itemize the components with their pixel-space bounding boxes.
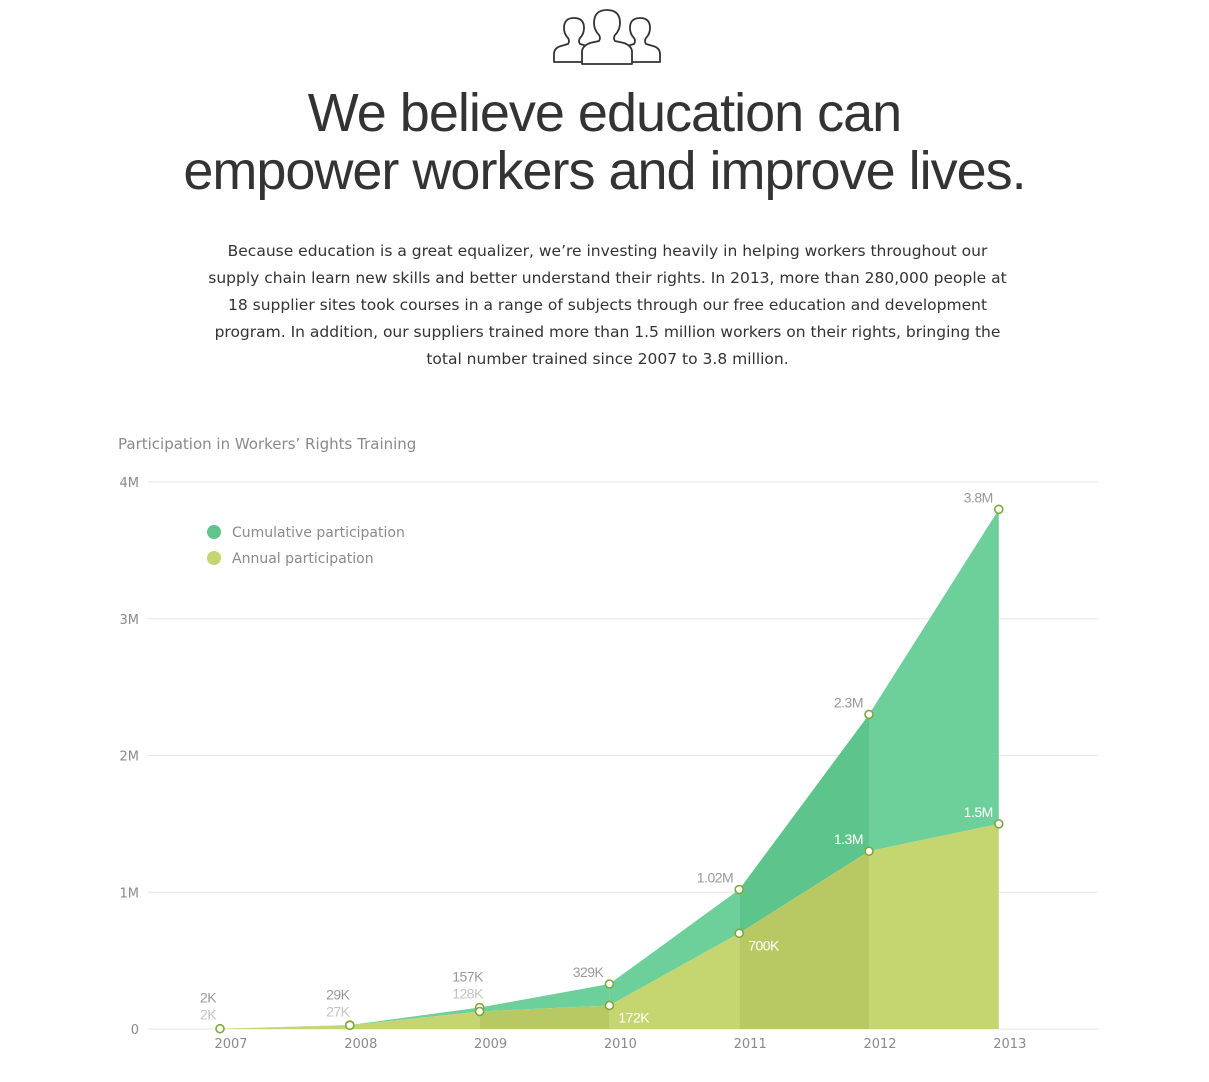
x-tick-label: 2008 xyxy=(344,1037,377,1052)
annual-area-segment xyxy=(609,933,740,1029)
annual-point xyxy=(604,1000,615,1011)
headline-line-2: empower workers and improve lives. xyxy=(183,141,1026,201)
annual-data-label: 700K xyxy=(748,937,780,953)
cumulative-area-segment xyxy=(869,509,999,852)
cumulative-point xyxy=(215,1023,225,1034)
annual-area-segment xyxy=(869,823,999,1029)
legend-label-cumulative: Cumulative participation xyxy=(232,525,405,541)
annual-data-label: 172K xyxy=(618,1009,650,1025)
cumulative-data-label: 29K xyxy=(326,986,351,1002)
y-tick-label: 4M xyxy=(120,476,140,491)
annual-area-segment xyxy=(479,1005,610,1029)
y-tick-label: 3M xyxy=(120,613,140,628)
annual-data-label: 1.5M xyxy=(964,804,993,820)
chart-title: Participation in Workers’ Rights Trainin… xyxy=(118,435,417,453)
annual-point xyxy=(474,1006,485,1017)
annual-area-segment xyxy=(349,1011,480,1029)
cumulative-data-label: 2K xyxy=(200,990,217,1006)
cumulative-area-segment xyxy=(739,714,869,934)
annual-point xyxy=(864,846,874,857)
x-tick-label: 2012 xyxy=(863,1037,896,1052)
cumulative-point xyxy=(604,979,615,989)
legend-swatch-cumulative xyxy=(207,525,221,539)
legend-label-annual: Annual participation xyxy=(232,551,374,567)
cumulative-data-label: 157K xyxy=(452,968,484,984)
cumulative-point xyxy=(864,709,874,720)
cumulative-area-segment xyxy=(220,1025,350,1029)
intro-paragraph: Because education is a great equalizer, … xyxy=(208,242,1007,368)
annual-data-label: 2K xyxy=(200,1007,217,1023)
cumulative-data-label: 1.02M xyxy=(697,870,733,886)
people-group-icon xyxy=(553,9,661,65)
cumulative-area-segment xyxy=(609,889,740,1006)
cumulative-area-segment xyxy=(479,984,610,1012)
annual-data-label: 128K xyxy=(452,985,484,1001)
legend-swatch-annual xyxy=(207,551,221,565)
cumulative-data-label: 2.3M xyxy=(834,694,863,710)
annual-area-segment xyxy=(739,851,869,1029)
y-tick-label: 2M xyxy=(120,750,140,765)
cumulative-area-segment xyxy=(349,1007,480,1026)
annual-data-label: 1.3M xyxy=(834,831,863,847)
cumulative-point xyxy=(993,504,1004,515)
cumulative-data-label: 3.8M xyxy=(964,489,993,505)
annual-point xyxy=(734,928,745,939)
annual-point xyxy=(344,1020,355,1031)
x-tick-label: 2011 xyxy=(734,1037,767,1052)
x-tick-label: 2010 xyxy=(604,1037,637,1052)
annual-area-segment xyxy=(220,1025,350,1029)
headline-line-1: We believe education can xyxy=(307,83,902,143)
cumulative-data-label: 329K xyxy=(573,964,605,980)
x-tick-label: 2007 xyxy=(214,1037,247,1052)
y-tick-label: 0 xyxy=(131,1023,139,1038)
headline: We believe education can empower workers… xyxy=(0,84,1209,200)
annual-data-label: 27K xyxy=(326,1003,351,1019)
annual-point xyxy=(993,819,1004,829)
x-tick-label: 2009 xyxy=(474,1037,507,1052)
cumulative-point xyxy=(734,884,745,895)
x-tick-label: 2013 xyxy=(993,1037,1026,1052)
y-tick-label: 1M xyxy=(120,886,140,901)
